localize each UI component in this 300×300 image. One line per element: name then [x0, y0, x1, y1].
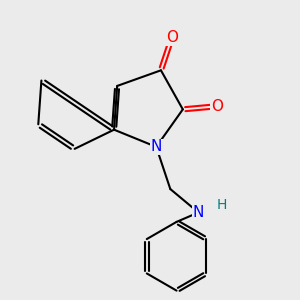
Text: O: O: [166, 30, 178, 45]
Text: H: H: [217, 198, 227, 212]
Text: O: O: [211, 99, 223, 114]
Text: N: N: [193, 205, 204, 220]
Text: N: N: [151, 140, 162, 154]
